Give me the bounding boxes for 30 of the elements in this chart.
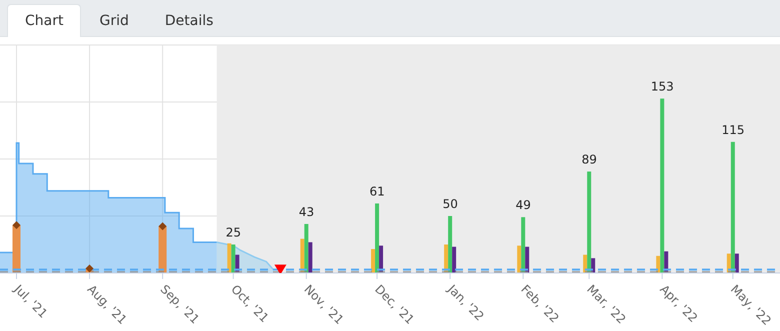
bar bbox=[734, 254, 739, 273]
bar bbox=[231, 244, 236, 273]
bar bbox=[587, 172, 592, 273]
data-label: 153 bbox=[650, 80, 674, 94]
bar bbox=[304, 224, 308, 273]
bar bbox=[308, 242, 312, 273]
bar bbox=[452, 246, 456, 273]
bar bbox=[227, 243, 232, 273]
data-label: 115 bbox=[722, 122, 744, 137]
text: Grid bbox=[98, 12, 130, 31]
bar bbox=[660, 98, 664, 273]
bar bbox=[371, 249, 376, 273]
point bbox=[86, 264, 94, 272]
x-tick-label: Jul, '21 bbox=[10, 281, 50, 321]
text: Chart bbox=[7, 4, 82, 37]
bar bbox=[730, 142, 735, 273]
bar bbox=[448, 216, 452, 273]
data-label: 61 bbox=[370, 184, 385, 198]
data-label: 89 bbox=[582, 152, 597, 167]
data-label: 50 bbox=[442, 197, 458, 211]
bar bbox=[158, 226, 167, 273]
point bbox=[158, 222, 167, 230]
bar bbox=[521, 217, 526, 273]
point bbox=[12, 221, 20, 230]
text: Details bbox=[164, 12, 214, 31]
data-label: 25 bbox=[226, 226, 242, 240]
bar bbox=[517, 246, 522, 273]
data-label: 49 bbox=[516, 198, 531, 212]
bar bbox=[375, 203, 380, 273]
data-label: 43 bbox=[298, 204, 314, 219]
